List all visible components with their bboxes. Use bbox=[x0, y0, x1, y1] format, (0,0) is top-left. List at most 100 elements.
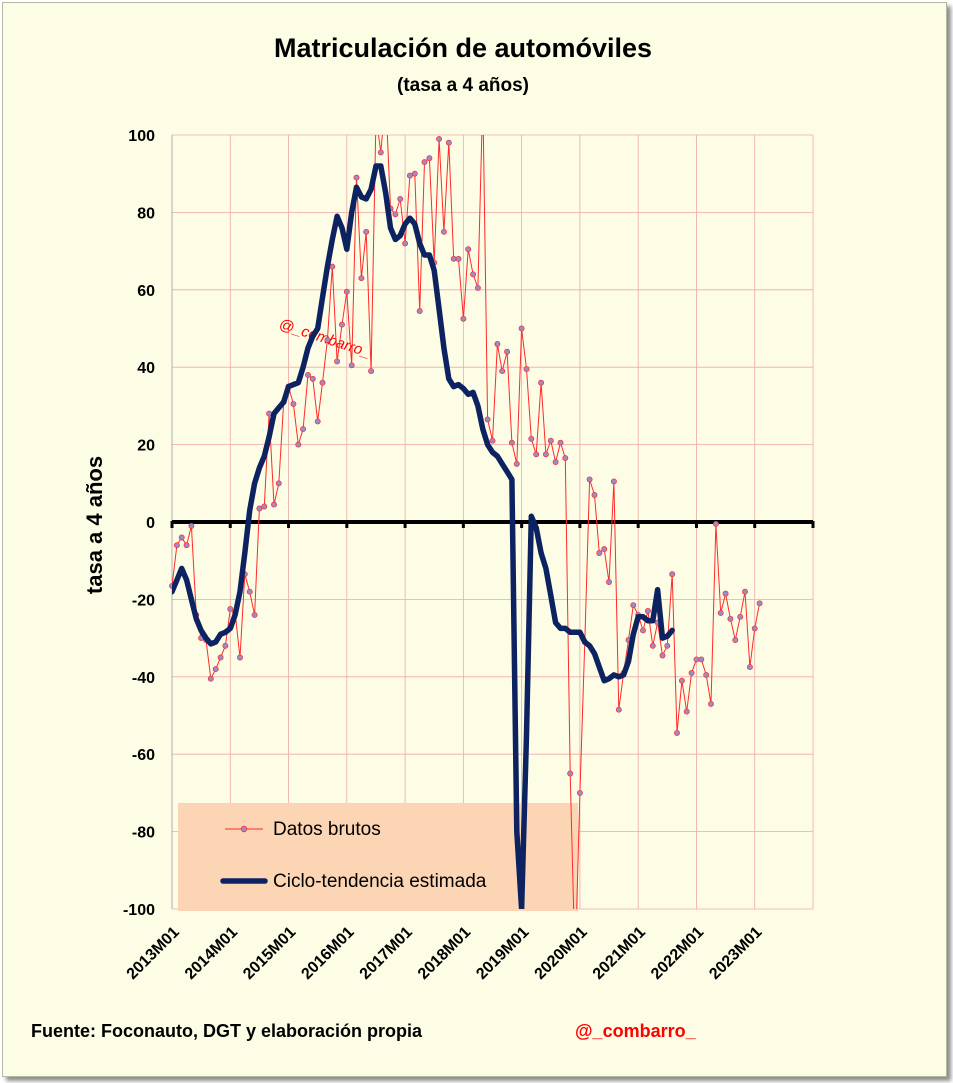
raw-data-point bbox=[489, 437, 496, 444]
y-tick-label: -20 bbox=[132, 592, 155, 609]
raw-data-point bbox=[295, 441, 302, 448]
raw-data-point bbox=[339, 321, 345, 328]
raw-data-point bbox=[659, 652, 666, 659]
x-tick-label: 2014M01 bbox=[182, 924, 241, 983]
raw-data-point bbox=[363, 228, 370, 235]
raw-data-point bbox=[455, 255, 462, 262]
x-tick-label: 2015M01 bbox=[240, 924, 299, 983]
raw-data-point bbox=[644, 608, 651, 614]
raw-data-point bbox=[416, 308, 423, 315]
raw-data-point bbox=[343, 288, 350, 295]
raw-data-point bbox=[722, 590, 729, 597]
raw-data-point bbox=[669, 571, 676, 578]
raw-data-point bbox=[518, 325, 525, 332]
y-axis-label: tasa a 4 años bbox=[82, 456, 107, 594]
raw-data-point bbox=[494, 341, 501, 347]
raw-data-point bbox=[436, 135, 443, 142]
raw-data-point bbox=[300, 426, 307, 433]
raw-data-point bbox=[178, 534, 185, 541]
raw-data-point bbox=[499, 368, 506, 375]
raw-data-point bbox=[596, 550, 603, 556]
y-tick-label: -40 bbox=[132, 670, 155, 687]
chart-subtitle: (tasa a 4 años) bbox=[397, 75, 529, 96]
raw-data-point bbox=[445, 139, 452, 146]
raw-data-point bbox=[246, 588, 253, 595]
raw-data-point bbox=[610, 478, 617, 485]
raw-data-point bbox=[727, 615, 734, 622]
raw-data-point bbox=[484, 416, 491, 423]
legend: Datos brutos Ciclo-tendencia estimada bbox=[178, 803, 578, 911]
raw-data-point bbox=[586, 476, 593, 483]
raw-data-point bbox=[591, 491, 598, 498]
raw-data-point bbox=[261, 503, 268, 510]
raw-data-point bbox=[542, 451, 549, 458]
raw-data-point bbox=[207, 675, 214, 682]
raw-data-point bbox=[368, 368, 375, 375]
raw-data-point bbox=[290, 401, 297, 407]
raw-data-point bbox=[615, 706, 622, 713]
legend-raw-marker bbox=[240, 825, 248, 833]
x-tick-label: 2019M01 bbox=[473, 924, 532, 983]
raw-data-point bbox=[183, 542, 190, 549]
y-tick-label: -60 bbox=[132, 747, 155, 764]
raw-data-point bbox=[576, 789, 583, 796]
raw-data-point bbox=[188, 522, 195, 529]
raw-data-point bbox=[470, 271, 477, 278]
raw-data-point bbox=[756, 600, 763, 607]
raw-data-point bbox=[450, 255, 457, 262]
raw-data-point bbox=[271, 501, 277, 508]
raw-data-point bbox=[683, 708, 690, 715]
raw-data-point bbox=[601, 546, 608, 553]
x-tick-label: 2023M01 bbox=[706, 924, 765, 983]
raw-data-point bbox=[737, 613, 744, 620]
y-tick-label: -100 bbox=[123, 902, 155, 919]
raw-data-point bbox=[674, 729, 680, 736]
raw-data-point bbox=[212, 666, 219, 673]
y-tick-label: -80 bbox=[132, 825, 155, 842]
raw-data-point bbox=[319, 379, 326, 386]
raw-data-point bbox=[305, 371, 311, 378]
raw-data-point bbox=[353, 174, 360, 181]
watermark: @_combarro_ bbox=[277, 316, 373, 362]
y-tick-label: 40 bbox=[137, 360, 155, 377]
raw-data-point bbox=[746, 664, 753, 671]
raw-data-point bbox=[547, 437, 554, 444]
raw-data-point bbox=[523, 366, 530, 373]
raw-data-point bbox=[528, 435, 535, 442]
series bbox=[169, 135, 763, 909]
y-tick-label: 60 bbox=[137, 283, 155, 300]
raw-data-point bbox=[421, 159, 428, 166]
x-tick-label: 2016M01 bbox=[298, 924, 357, 983]
raw-data-point bbox=[508, 439, 515, 446]
raw-data-point bbox=[460, 315, 467, 322]
raw-data-point bbox=[411, 170, 418, 177]
raw-data-point bbox=[688, 669, 695, 676]
raw-data-point bbox=[474, 284, 481, 291]
raw-data-point bbox=[256, 505, 263, 512]
x-tick-label: 2021M01 bbox=[590, 924, 649, 983]
raw-data-point bbox=[562, 455, 569, 462]
raw-data-point bbox=[712, 520, 719, 527]
raw-data-point bbox=[606, 579, 612, 585]
legend-box bbox=[178, 803, 578, 911]
raw-data-point bbox=[513, 460, 520, 467]
raw-data-point bbox=[324, 337, 331, 344]
raw-data-point bbox=[406, 172, 413, 179]
raw-data-point bbox=[440, 228, 447, 235]
raw-data-point bbox=[717, 609, 724, 616]
raw-data-point bbox=[664, 642, 671, 649]
raw-data-point bbox=[377, 149, 384, 156]
axes bbox=[170, 135, 815, 909]
x-tick-label: 2018M01 bbox=[415, 924, 474, 983]
trend-line bbox=[172, 163, 675, 909]
legend-trend-label: Ciclo-tendencia estimada bbox=[273, 871, 487, 892]
raw-data-point bbox=[751, 625, 758, 632]
raw-data-point bbox=[402, 240, 409, 247]
raw-data-point bbox=[557, 439, 564, 446]
raw-data-point bbox=[237, 654, 243, 661]
raw-data-point bbox=[630, 602, 637, 609]
raw-data-point bbox=[742, 588, 748, 595]
x-tick-label: 2022M01 bbox=[648, 924, 707, 983]
raw-data-point bbox=[649, 642, 656, 649]
